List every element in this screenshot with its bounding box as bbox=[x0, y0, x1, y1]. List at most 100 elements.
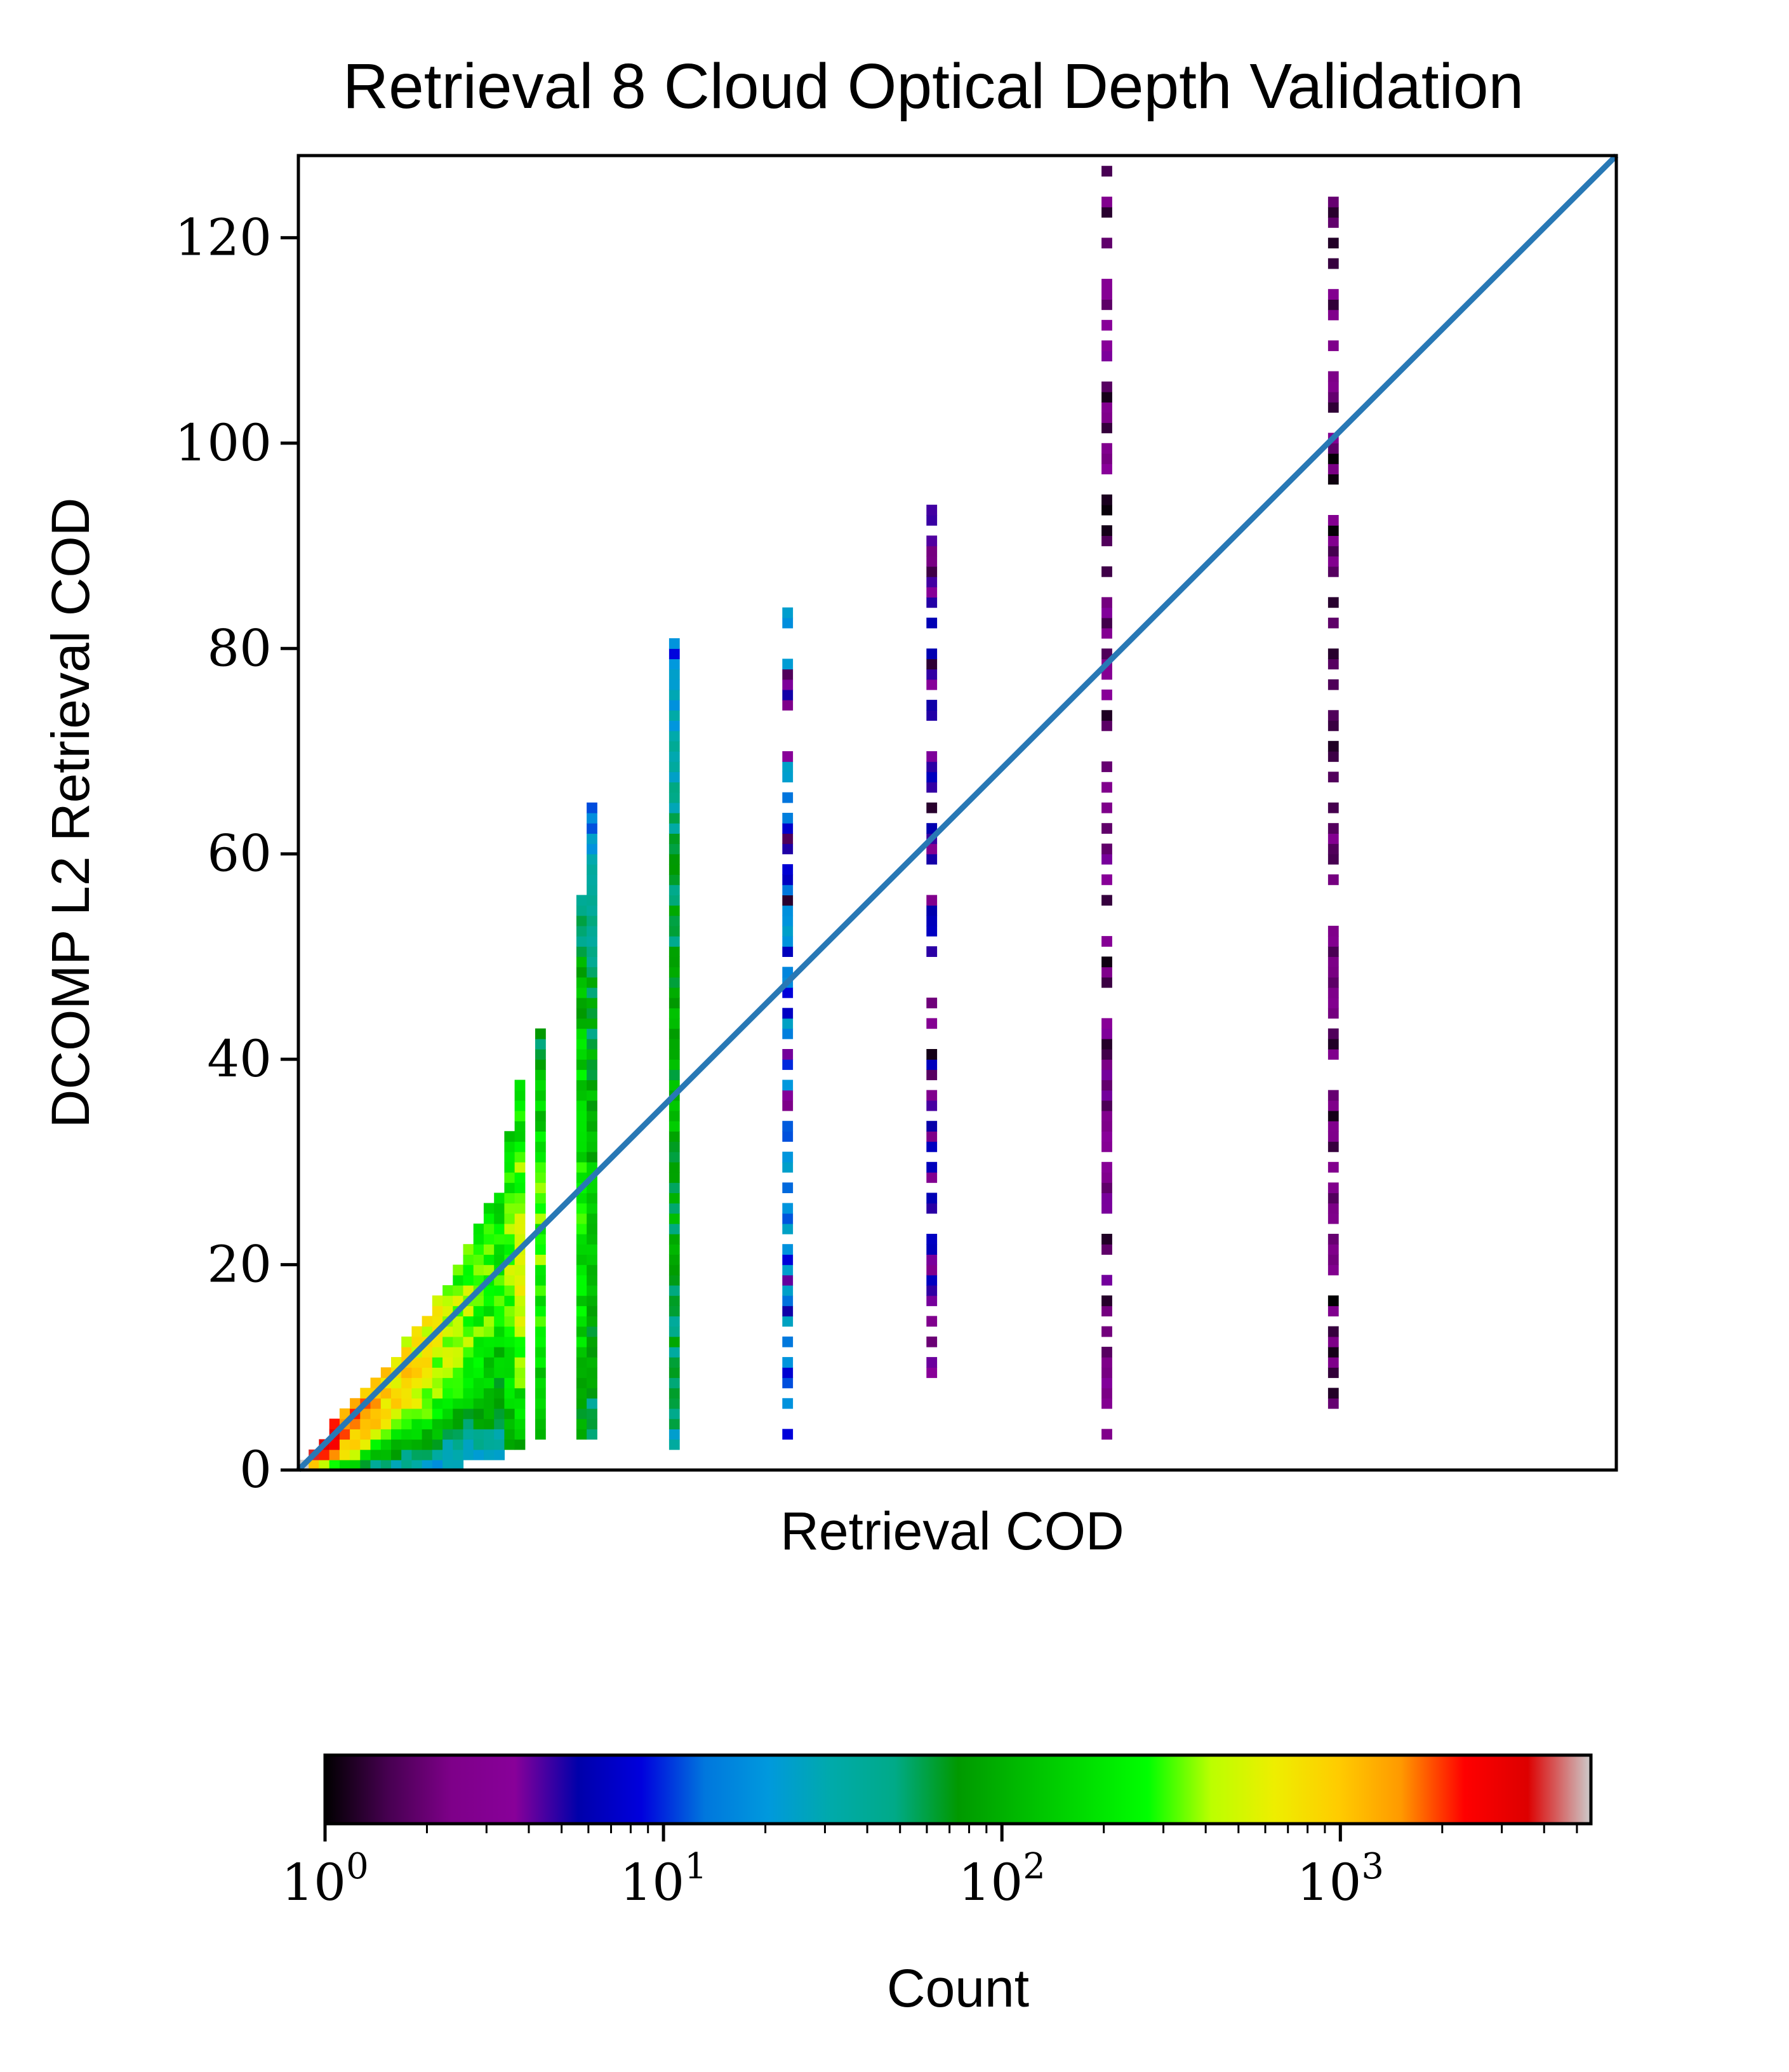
heatmap-cell bbox=[319, 1459, 330, 1470]
heatmap-cell bbox=[422, 1387, 433, 1399]
heatmap-cell bbox=[576, 1367, 587, 1379]
heatmap-cell bbox=[587, 1336, 597, 1347]
heatmap-cell bbox=[576, 1038, 587, 1050]
heatmap-cell bbox=[576, 946, 587, 957]
heatmap-cell bbox=[587, 1223, 597, 1234]
heatmap-cell bbox=[668, 1182, 680, 1193]
heatmap-cell bbox=[514, 1131, 526, 1142]
heatmap-cell bbox=[504, 1274, 515, 1286]
heatmap-cell bbox=[535, 1326, 546, 1337]
heatmap-cell bbox=[782, 1018, 794, 1029]
heatmap-cell bbox=[473, 1387, 484, 1399]
heatmap-cell bbox=[1327, 566, 1339, 577]
heatmap-cell bbox=[391, 1439, 402, 1450]
heatmap-cell bbox=[483, 1285, 495, 1296]
heatmap-cell bbox=[1101, 196, 1112, 208]
heatmap-cell bbox=[1327, 258, 1339, 269]
heatmap-cell bbox=[483, 1244, 495, 1255]
heatmap-cell bbox=[1101, 443, 1112, 454]
heatmap-cell bbox=[432, 1408, 443, 1419]
heatmap-cell bbox=[1327, 1100, 1339, 1111]
heatmap-cell bbox=[442, 1326, 453, 1337]
heatmap-cell bbox=[535, 1079, 546, 1091]
heatmap-cell bbox=[782, 679, 794, 690]
heatmap-cell bbox=[576, 1100, 587, 1111]
heatmap-cell bbox=[535, 1121, 546, 1132]
heatmap-cell bbox=[494, 1419, 505, 1429]
colorbar-tick-label: 100 bbox=[281, 1846, 368, 1912]
heatmap-cell bbox=[1101, 936, 1112, 947]
heatmap-cell bbox=[473, 1254, 484, 1266]
heatmap-cell bbox=[587, 864, 597, 875]
heatmap-cell bbox=[483, 1234, 495, 1245]
heatmap-cell bbox=[1327, 1193, 1339, 1204]
heatmap-cell bbox=[668, 833, 680, 845]
heatmap-cell bbox=[926, 1069, 938, 1081]
heatmap-cell bbox=[339, 1408, 350, 1419]
heatmap-cell bbox=[504, 1182, 515, 1193]
heatmap-cell bbox=[926, 761, 938, 772]
heatmap-cell bbox=[401, 1398, 412, 1409]
heatmap-cell bbox=[926, 679, 938, 690]
heatmap-cell bbox=[422, 1449, 433, 1460]
heatmap-cell bbox=[401, 1346, 412, 1358]
heatmap-cell bbox=[1327, 217, 1339, 228]
heatmap-cell bbox=[473, 1295, 484, 1306]
heatmap-cell bbox=[422, 1357, 433, 1368]
heatmap-cell bbox=[926, 577, 938, 587]
y-tick-label: 40 bbox=[207, 1029, 272, 1088]
heatmap-cell bbox=[463, 1439, 474, 1450]
heatmap-cell bbox=[668, 720, 680, 732]
heatmap-cell bbox=[329, 1419, 340, 1429]
heatmap-cell bbox=[1101, 597, 1112, 608]
heatmap-cell bbox=[1327, 556, 1339, 567]
heatmap-cell bbox=[442, 1377, 453, 1389]
heatmap-cell bbox=[668, 853, 680, 865]
heatmap-cell bbox=[1101, 874, 1112, 885]
heatmap-cell bbox=[422, 1326, 433, 1337]
heatmap-cell bbox=[339, 1459, 350, 1470]
heatmap-cell bbox=[494, 1346, 505, 1358]
heatmap-cell bbox=[668, 874, 680, 885]
heatmap-cell bbox=[668, 689, 680, 700]
heatmap-cell bbox=[483, 1223, 495, 1234]
heatmap-cell bbox=[1101, 1141, 1112, 1153]
heatmap-cell bbox=[483, 1398, 495, 1409]
heatmap-cell bbox=[1101, 453, 1112, 464]
heatmap-cell bbox=[668, 1429, 680, 1440]
heatmap-cell bbox=[576, 1131, 587, 1142]
heatmap-cell bbox=[1101, 535, 1112, 547]
heatmap-cell bbox=[514, 1429, 526, 1440]
heatmap-cell bbox=[576, 1090, 587, 1101]
heatmap-cell bbox=[504, 1151, 515, 1163]
heatmap-cell bbox=[1327, 443, 1339, 454]
heatmap-cell bbox=[411, 1387, 423, 1399]
heatmap-cell bbox=[587, 1357, 597, 1368]
heatmap-cell bbox=[1327, 977, 1339, 988]
heatmap-cell bbox=[926, 566, 938, 577]
heatmap-cell bbox=[1327, 1346, 1339, 1358]
heatmap-cell bbox=[514, 1121, 526, 1132]
heatmap-cell bbox=[432, 1316, 443, 1327]
heatmap-cell bbox=[1101, 1429, 1112, 1440]
heatmap-cell bbox=[1101, 319, 1112, 331]
heatmap-cell bbox=[309, 1459, 319, 1470]
heatmap-cell bbox=[576, 1336, 587, 1347]
heatmap-cell bbox=[1101, 392, 1112, 403]
heatmap-cell bbox=[442, 1285, 453, 1296]
heatmap-cell bbox=[473, 1326, 484, 1337]
heatmap-cell bbox=[668, 1008, 680, 1019]
heatmap-cell bbox=[1101, 689, 1112, 700]
heatmap-cell bbox=[668, 1274, 680, 1286]
heatmap-cell bbox=[782, 813, 794, 824]
heatmap-cell bbox=[576, 1028, 587, 1039]
heatmap-cell bbox=[782, 1285, 794, 1296]
heatmap-cell bbox=[514, 1285, 526, 1296]
heatmap-cell bbox=[473, 1336, 484, 1347]
heatmap-cell bbox=[1101, 1306, 1112, 1317]
heatmap-cell bbox=[1327, 1049, 1339, 1060]
heatmap-cell bbox=[1101, 1172, 1112, 1183]
heatmap-cell bbox=[1327, 206, 1339, 218]
heatmap-cell bbox=[1101, 1038, 1112, 1050]
heatmap-cell bbox=[494, 1316, 505, 1327]
